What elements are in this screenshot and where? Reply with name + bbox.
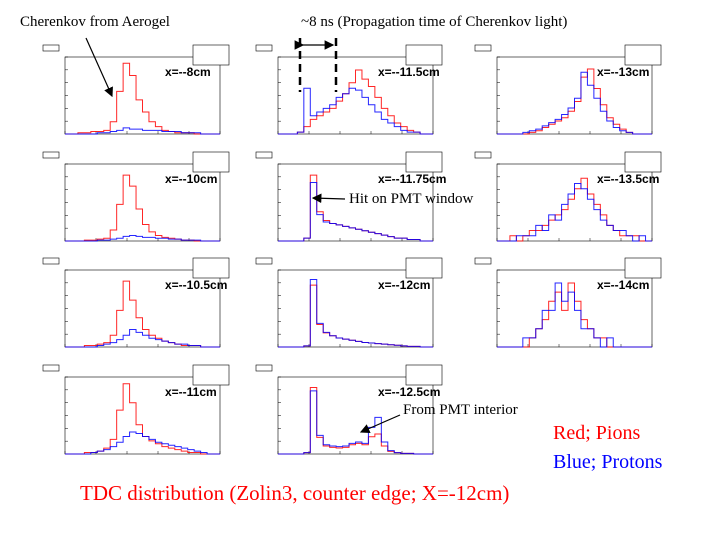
protons-histogram [497,71,652,135]
histogram-tag-box [474,44,492,52]
panel-label: x=--12cm [378,278,430,292]
histogram-panel: x=--11.75cm [255,151,446,242]
plot-frame [496,163,653,242]
histogram-tag-box [255,257,273,265]
histogram-panel: x=--13cm [474,44,662,135]
pmt-window-arrow [311,193,346,204]
histogram-panel: x=--10.5cm [42,257,230,348]
histogram-tag-box [255,364,273,372]
plot-frame [277,376,434,455]
aerogel-arrow [85,37,113,98]
protons-histogram [278,390,433,455]
histogram-panel: x=--14cm [474,257,662,348]
stats-box [192,151,230,173]
plot-frame [64,56,221,135]
histogram-tag-box [474,151,492,159]
histogram-tag-box [474,257,492,265]
histogram-panel: x=--10cm [42,151,230,242]
histogram-tag-box [42,364,60,372]
panel-label: x=--14cm [597,278,649,292]
protons-histogram [278,278,433,348]
histogram-panel: x=--13.5cm [474,151,662,242]
histogram-panel: x=--11cm [42,364,230,455]
protons-histogram [65,328,220,348]
panel-label: x=--10cm [165,172,217,186]
histogram-tag-box [42,151,60,159]
histogram-panel: x=--8cm [42,44,230,135]
aerogel-annotation: Cherenkov from Aerogel [20,14,170,30]
pmt-interior-arrow [359,414,401,434]
stats-box [624,257,662,279]
plot-frame [64,163,221,242]
slide-title: TDC distribution (Zolin3, counter edge; … [80,481,510,505]
pmt-window-annotation: Hit on PMT window [349,191,474,207]
protons-histogram [497,183,652,242]
pions-histogram [278,69,433,135]
protons-histogram [278,181,433,242]
panel-label: x=--12.5cm [378,385,440,399]
histogram-tag-box [42,257,60,265]
plot-frame [277,269,434,348]
plot-frame [64,376,221,455]
panel-label: x=--10.5cm [165,278,227,292]
pions-histogram [497,68,652,135]
stats-box [405,364,443,386]
stats-box [405,44,443,66]
stats-box [192,257,230,279]
stats-box [192,364,230,386]
protons-histogram [278,87,433,135]
plot-frame [496,56,653,135]
pmt-interior-annotation: From PMT interior [403,402,518,418]
propagation-annotation: ~8 ns (Propagation time of Cherenkov lig… [301,14,568,30]
legend-protons: Blue; Protons [553,451,663,473]
histogram-tag-box [255,44,273,52]
legend-pions: Red; Pions [553,422,641,444]
panel-label: x=--11.75cm [378,172,446,186]
stats-box [624,44,662,66]
pions-histogram [65,280,220,348]
protons-histogram [65,127,220,135]
panel-label: x=--13.5cm [597,172,659,186]
histogram-panel: x=--12.5cm [255,364,443,455]
histogram-tag-box [42,44,60,52]
stats-box [405,151,443,173]
panel-label: x=--11cm [165,385,217,399]
stats-box [624,151,662,173]
panel-label: x=--8cm [165,65,211,79]
histogram-panel: x=--11.5cm [255,44,443,135]
protons-histogram [65,235,220,242]
protons-histogram [497,282,652,348]
panel-label: x=--11.5cm [378,65,440,79]
histogram-tag-box [255,151,273,159]
histogram-panel: x=--12cm [255,257,443,348]
stats-box [405,257,443,279]
protons-histogram [65,431,220,455]
stats-box [192,44,230,66]
panel-label: x=--13cm [597,65,649,79]
